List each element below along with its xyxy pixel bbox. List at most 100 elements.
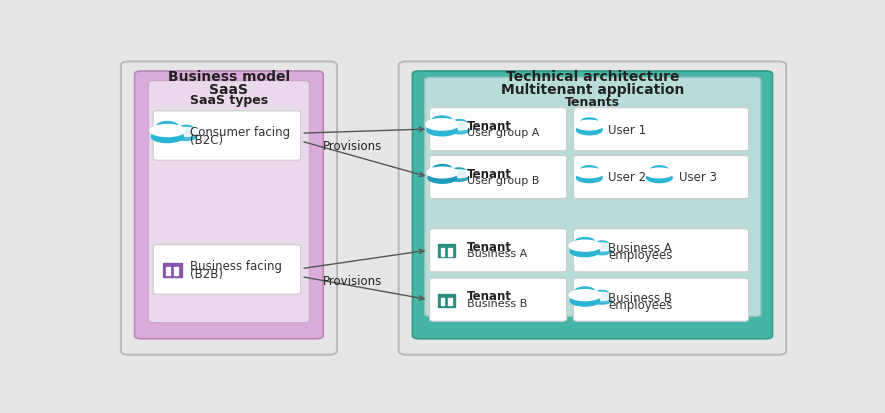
Text: Business B: Business B [467,298,527,308]
Ellipse shape [592,247,612,255]
Bar [441,249,444,250]
Circle shape [157,122,179,133]
FancyBboxPatch shape [398,62,786,355]
Bar [163,263,181,278]
Text: Tenant: Tenant [467,290,512,302]
Text: Tenant: Tenant [467,167,512,180]
FancyBboxPatch shape [153,245,301,294]
Ellipse shape [427,168,458,178]
Bar [174,271,178,273]
Text: Consumer facing: Consumer facing [189,126,289,139]
Text: (B2C): (B2C) [189,134,223,147]
Text: Multitenant application: Multitenant application [501,82,684,96]
FancyBboxPatch shape [412,72,773,339]
Ellipse shape [576,173,602,183]
FancyBboxPatch shape [573,156,749,199]
Text: Business B: Business B [608,291,672,304]
Ellipse shape [646,173,673,183]
Bar [441,254,444,256]
FancyBboxPatch shape [135,72,323,339]
Text: User 2: User 2 [608,171,646,184]
Bar [166,268,170,269]
Ellipse shape [575,169,604,178]
Bar [449,254,451,256]
Ellipse shape [173,128,198,137]
Text: employees: employees [608,249,673,262]
FancyBboxPatch shape [429,156,566,199]
Ellipse shape [645,169,673,178]
Ellipse shape [450,126,470,135]
Text: User 3: User 3 [679,171,717,184]
Bar [441,304,444,306]
Bar [449,298,451,300]
Text: Provisions: Provisions [322,140,381,153]
Ellipse shape [426,119,458,131]
Ellipse shape [570,295,599,306]
Ellipse shape [427,125,458,136]
Ellipse shape [569,290,601,301]
Text: Business A: Business A [467,249,527,259]
Ellipse shape [590,243,613,252]
Ellipse shape [570,246,599,257]
Circle shape [178,126,194,133]
FancyBboxPatch shape [153,112,301,161]
Bar [438,244,455,258]
FancyBboxPatch shape [425,78,761,317]
Circle shape [595,241,609,248]
Circle shape [574,238,595,247]
Bar [166,274,170,276]
Bar [449,252,451,253]
Circle shape [581,166,598,175]
Ellipse shape [449,174,468,182]
Circle shape [581,119,598,127]
FancyBboxPatch shape [149,81,310,323]
Text: Tenants: Tenants [566,96,620,109]
Circle shape [451,169,466,175]
Bar [441,301,444,303]
Text: Business A: Business A [608,242,672,255]
FancyBboxPatch shape [429,278,566,321]
FancyBboxPatch shape [573,278,749,321]
Circle shape [650,166,668,175]
Ellipse shape [590,293,613,301]
Ellipse shape [428,173,457,184]
Bar [449,304,451,306]
Circle shape [574,287,595,297]
FancyBboxPatch shape [573,229,749,272]
Bar [174,268,178,269]
FancyBboxPatch shape [429,229,566,272]
Text: employees: employees [608,298,673,311]
Text: Tenant: Tenant [467,240,512,253]
Ellipse shape [150,125,185,137]
Ellipse shape [448,171,470,178]
Text: Technical architecture: Technical architecture [505,70,679,83]
Text: SaaS types: SaaS types [189,94,267,107]
FancyBboxPatch shape [429,108,566,151]
Bar [438,294,455,307]
Ellipse shape [575,121,604,131]
Circle shape [595,291,609,297]
Circle shape [432,117,452,126]
Text: SaaS: SaaS [209,82,248,96]
Bar [174,274,178,276]
Bar [441,252,444,253]
Text: Business facing: Business facing [189,259,281,272]
FancyBboxPatch shape [573,108,749,151]
Bar [441,298,444,300]
Text: Business model: Business model [168,70,290,83]
Ellipse shape [592,297,612,304]
Circle shape [433,165,452,174]
Text: User 1: User 1 [608,123,646,136]
Ellipse shape [448,122,471,131]
Bar [449,249,451,250]
Ellipse shape [151,131,183,143]
Circle shape [452,120,467,127]
Text: User group A: User group A [467,128,540,138]
FancyBboxPatch shape [121,62,337,355]
Text: Tenant: Tenant [467,119,512,133]
Text: User group B: User group B [467,176,540,185]
Ellipse shape [175,133,196,141]
Text: Provisions: Provisions [322,275,381,287]
Text: (B2B): (B2B) [189,267,222,280]
Bar [166,271,170,273]
